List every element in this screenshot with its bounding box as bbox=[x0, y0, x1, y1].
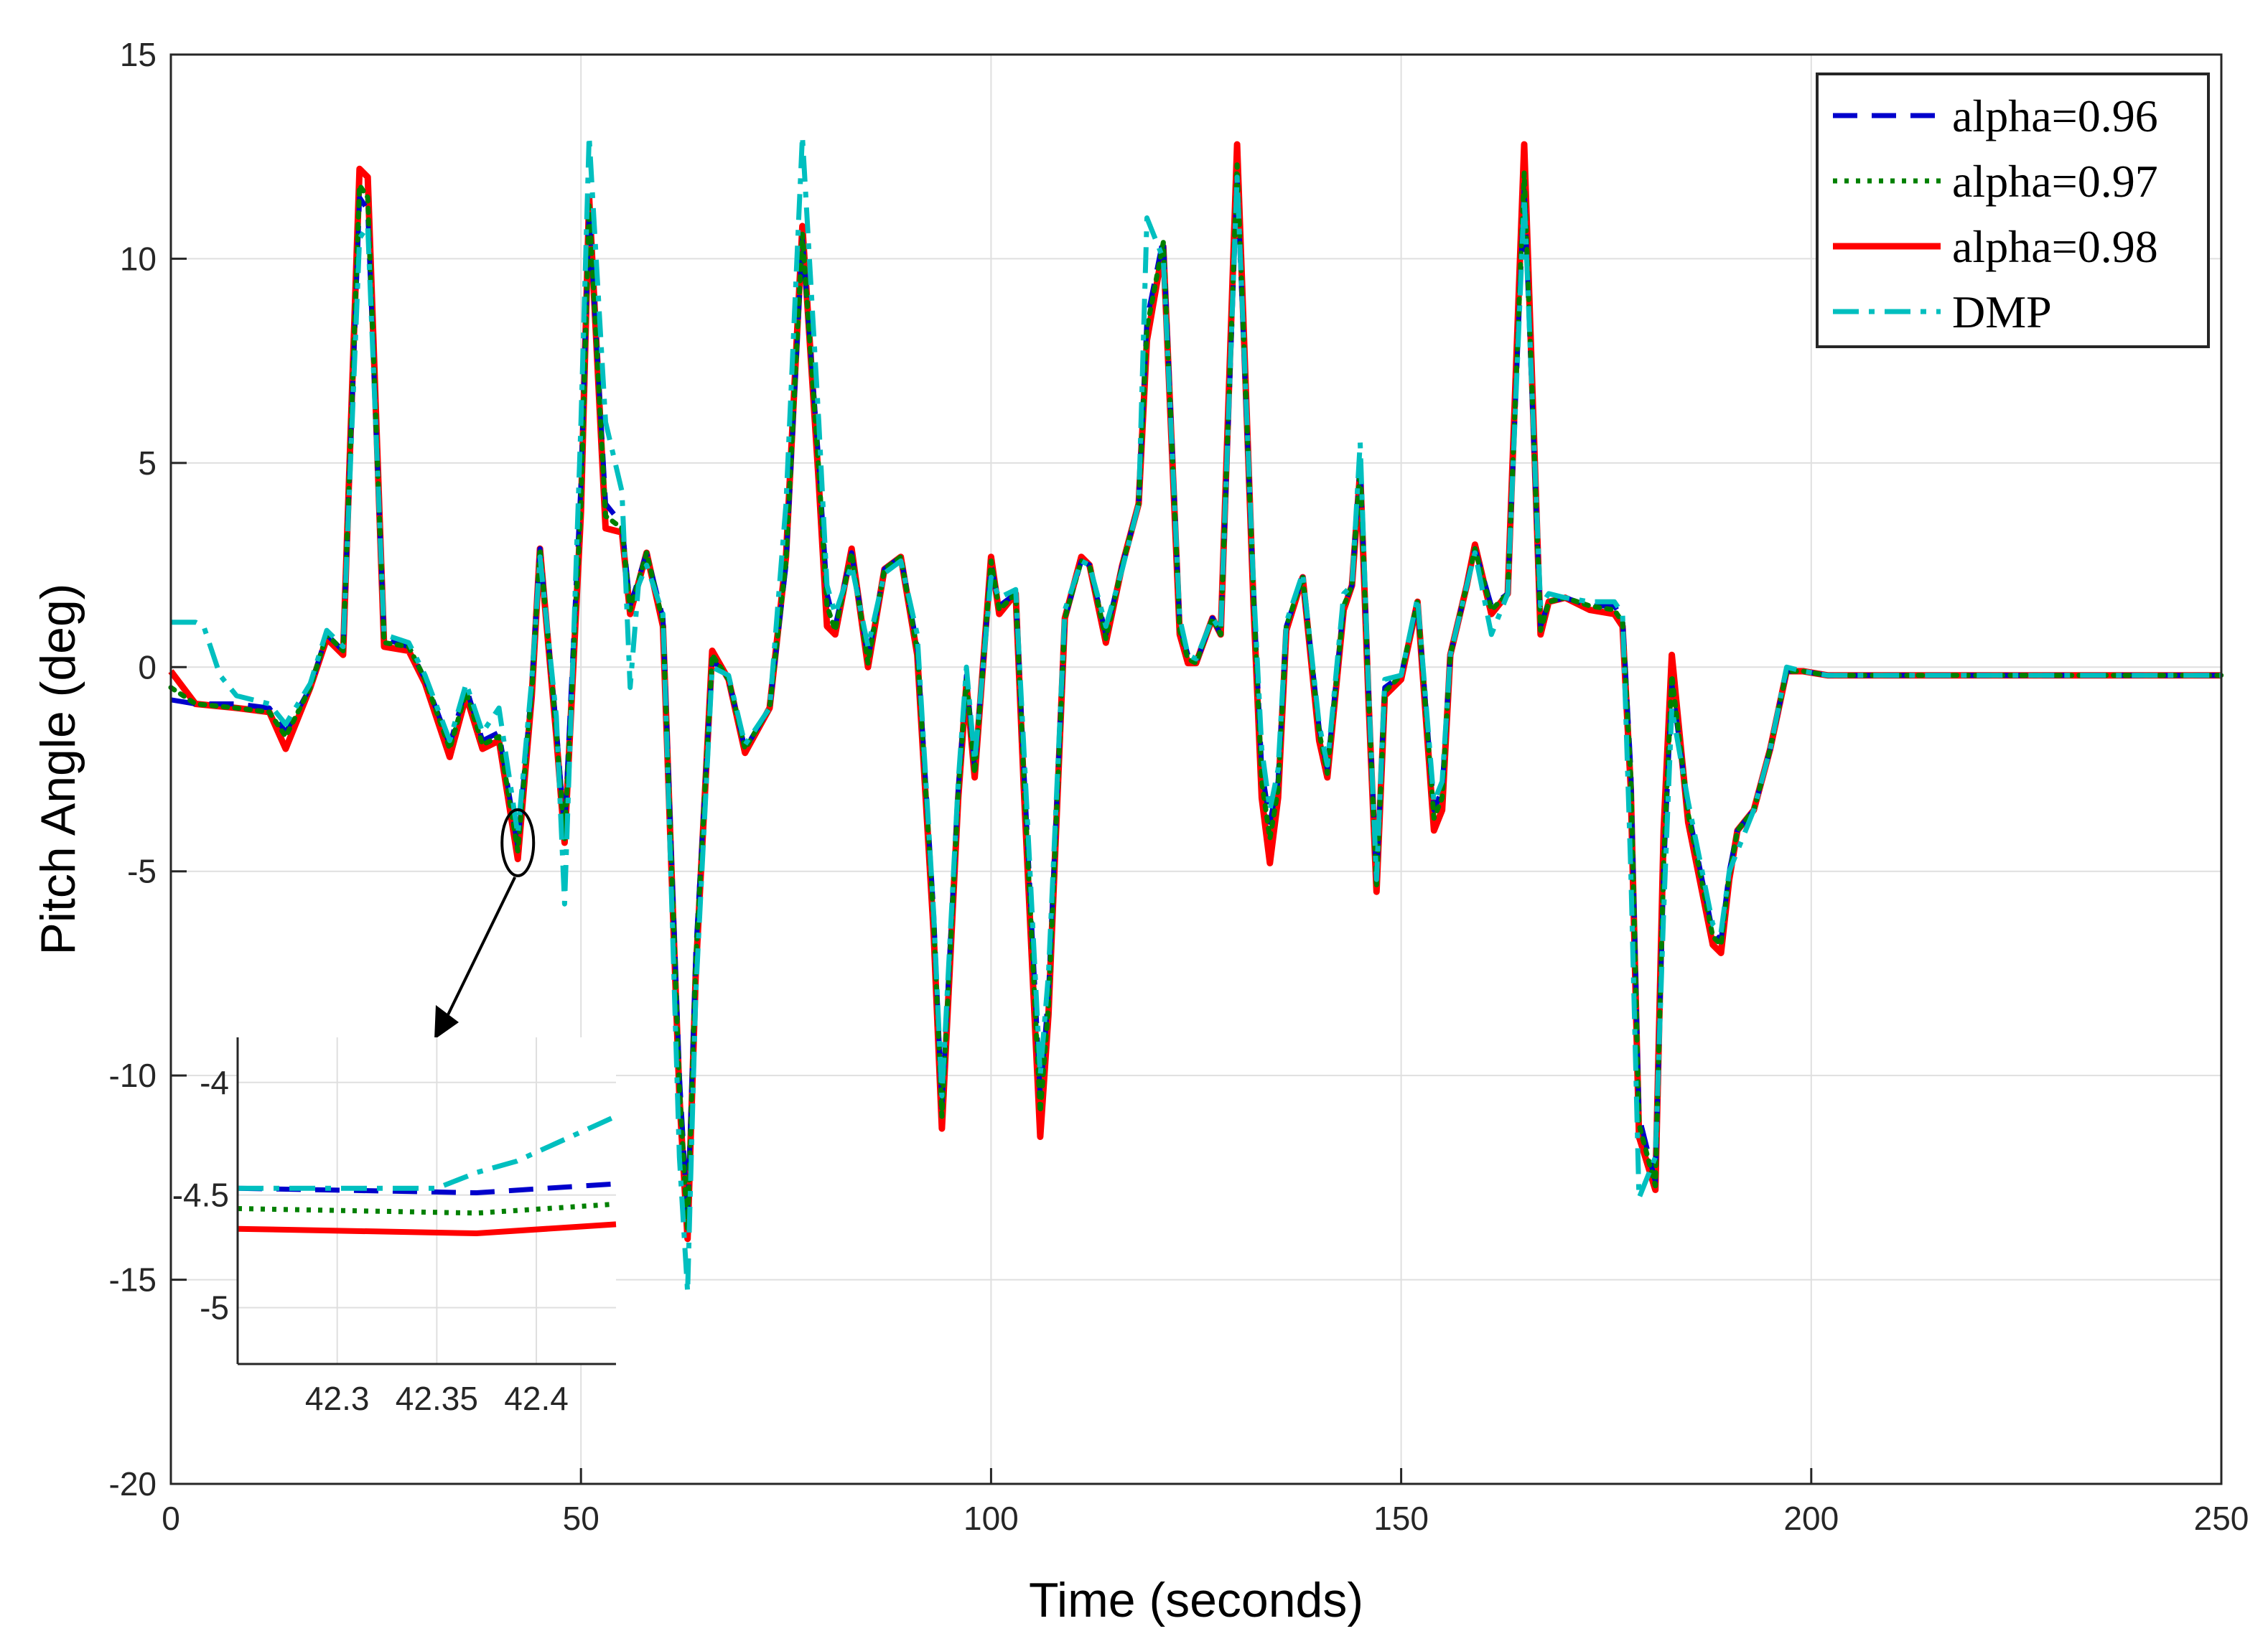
y-tick-label: -15 bbox=[109, 1261, 157, 1299]
inset-y-tick-label: -4 bbox=[200, 1064, 229, 1101]
x-tick-label: 200 bbox=[1783, 1500, 1839, 1537]
axes-box bbox=[169, 53, 2223, 1485]
y-tick-label: 10 bbox=[120, 240, 157, 277]
y-tick-label: -20 bbox=[109, 1465, 157, 1503]
zoom-arrow-head bbox=[434, 1005, 459, 1040]
x-tick-label: 0 bbox=[162, 1500, 180, 1537]
y-tick-label: -5 bbox=[127, 853, 157, 890]
legend-entry-label: alpha=0.97 bbox=[1952, 156, 2158, 207]
series-line-dmp bbox=[171, 134, 2221, 1295]
inset-y-tick-label: -4.5 bbox=[172, 1177, 229, 1214]
zoom-arrow-line bbox=[440, 877, 517, 1029]
x-tick-label: 150 bbox=[1373, 1500, 1429, 1537]
legend-entry-label: alpha=0.98 bbox=[1952, 221, 2158, 272]
inset-y-tick-label: -5 bbox=[200, 1289, 229, 1327]
inset-series-line-alpha-0-98 bbox=[237, 1221, 617, 1237]
inset-x-tick-label: 42.3 bbox=[305, 1380, 370, 1417]
zoom-ellipse bbox=[500, 808, 536, 877]
inset-background bbox=[238, 1037, 616, 1364]
inset-chart: 42.3 42.35 42.4 -5 -4.5 -4 bbox=[172, 1037, 617, 1417]
legend: alpha=0.96 alpha=0.97 alpha=0.98 DMP bbox=[1816, 73, 2210, 348]
inset-x-tick-label: 42.4 bbox=[504, 1380, 569, 1417]
x-axis-label: Time (seconds) bbox=[1029, 1573, 1363, 1627]
legend-entry-label: DMP bbox=[1952, 286, 2052, 337]
inset-series-line-alpha-0-96 bbox=[237, 1181, 617, 1196]
inset-x-tick-label: 42.35 bbox=[396, 1380, 478, 1417]
x-tick-label: 100 bbox=[963, 1500, 1019, 1537]
y-tick-label: 0 bbox=[138, 648, 157, 686]
x-tick-label: 50 bbox=[563, 1500, 599, 1537]
y-tick-label: 15 bbox=[120, 36, 157, 73]
inset-series-line-dmp bbox=[238, 1113, 617, 1191]
series-group bbox=[168, 134, 2224, 1295]
y-tick-label: 5 bbox=[138, 444, 157, 482]
zoom-annotation bbox=[434, 808, 536, 1040]
legend-box bbox=[1816, 73, 2210, 348]
legend-entry-label: alpha=0.96 bbox=[1952, 90, 2158, 141]
y-axis-label: Pitch Angle (deg) bbox=[31, 584, 85, 956]
x-tick-label: 250 bbox=[2194, 1500, 2249, 1537]
y-tick-label: -10 bbox=[109, 1057, 157, 1094]
tick-labels: 0 50 100 150 200 250 -20 -15 -10 -5 0 5 10 15 bbox=[109, 36, 2249, 1537]
